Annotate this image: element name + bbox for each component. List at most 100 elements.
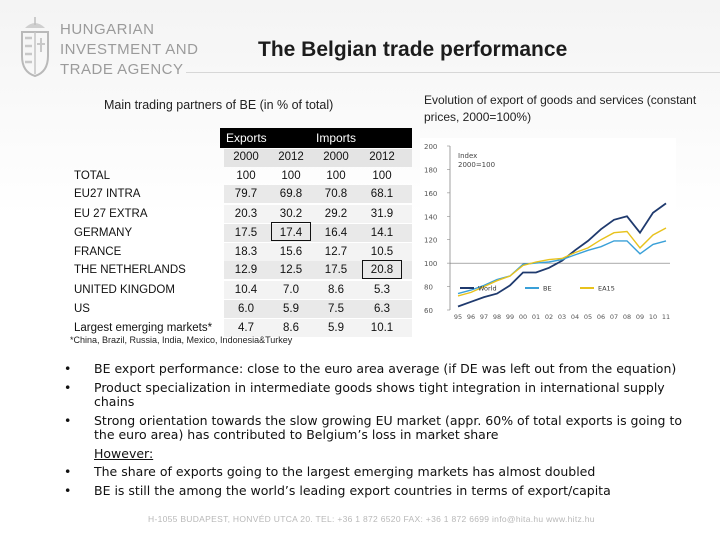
y-tick-label: 200 bbox=[424, 143, 437, 151]
x-tick-label: 99 bbox=[506, 313, 514, 321]
bullet-text: BE is still the among the world’s leadin… bbox=[94, 482, 611, 498]
table-cell: 5.9 bbox=[283, 303, 299, 315]
row-label: Largest emerging markets* bbox=[74, 322, 213, 334]
bullet-text: BE export performance: close to the euro… bbox=[94, 361, 677, 376]
table-cell: 10.4 bbox=[234, 284, 258, 296]
bullet-dot: • bbox=[64, 482, 72, 498]
y-tick-label: 160 bbox=[424, 190, 437, 198]
bullet-item: • Strong orientation towards the slow gro… bbox=[64, 412, 704, 443]
table-cell: 14.1 bbox=[370, 227, 394, 239]
table-cell: 17.5 bbox=[324, 264, 348, 276]
table-footnote: *China, Brazil, Russia, India, Mexico, I… bbox=[70, 335, 293, 345]
legend-label: BE bbox=[543, 285, 552, 293]
hita-logo: HUNGARIAN INVESTMENT AND TRADE AGENCY bbox=[18, 14, 208, 80]
table-cell: 31.9 bbox=[370, 208, 394, 220]
row-shade bbox=[224, 319, 412, 337]
table-cell: 100 bbox=[372, 170, 392, 182]
slide-title: The Belgian trade performance bbox=[258, 38, 568, 61]
x-tick-label: 07 bbox=[610, 313, 618, 321]
bullet-item: • BE is still the among the world’s leadi… bbox=[64, 482, 704, 499]
table-cell: 70.8 bbox=[324, 188, 348, 200]
table-cell: 12.7 bbox=[324, 246, 348, 258]
row-label: FRANCE bbox=[74, 246, 122, 258]
table-cell: 20.8 bbox=[370, 264, 394, 276]
highlight-netherlands-import-2012 bbox=[362, 260, 402, 279]
bullet-text: Product specialization in intermediate g… bbox=[94, 379, 665, 409]
hungarian-crest-icon bbox=[21, 17, 49, 78]
x-tick-label: 98 bbox=[493, 313, 501, 321]
chart-index-label-line1: Index bbox=[458, 152, 477, 160]
chart-subtitle: Evolution of export of goods and service… bbox=[424, 93, 697, 124]
table-cell: 10.5 bbox=[370, 246, 394, 258]
legend-label: World bbox=[478, 285, 497, 293]
year-exports-2012: 2012 bbox=[278, 151, 304, 163]
table-cell: 12.5 bbox=[279, 264, 303, 276]
x-tick-label: 00 bbox=[519, 313, 527, 321]
table-cell: 100 bbox=[236, 170, 256, 182]
row-label: THE NETHERLANDS bbox=[74, 264, 186, 276]
row-label: TOTAL bbox=[74, 170, 110, 182]
table-cell: 30.2 bbox=[279, 208, 303, 220]
table-cell: 17.5 bbox=[234, 227, 258, 239]
export-evolution-chart: 60 80 100 120 140 160 180 200 95 96 97 98 99 00 01 02 03… bbox=[420, 138, 676, 322]
bullet-list: • BE export performance: close to the eur… bbox=[64, 361, 704, 499]
bullet-text: However: bbox=[94, 445, 154, 461]
x-tick-label: 95 bbox=[454, 313, 462, 321]
y-tick-label: 180 bbox=[424, 166, 437, 174]
table-cell: 15.6 bbox=[279, 246, 303, 258]
legend-label: EA15 bbox=[598, 285, 615, 293]
table-cell: 29.2 bbox=[324, 208, 348, 220]
row-shade bbox=[224, 243, 412, 261]
x-tick-label: 11 bbox=[662, 313, 670, 321]
row-shade bbox=[224, 185, 412, 203]
bullet-dot: • bbox=[64, 379, 72, 395]
table-cell: 8.6 bbox=[328, 284, 344, 296]
bullet-dot: • bbox=[64, 412, 72, 428]
year-imports-2000: 2000 bbox=[323, 151, 349, 163]
x-tick-label: 08 bbox=[623, 313, 631, 321]
bullet-dot: • bbox=[64, 464, 72, 479]
x-tick-label: 05 bbox=[584, 313, 592, 321]
table-cell: 7.0 bbox=[283, 284, 299, 296]
row-label: UNITED KINGDOM bbox=[74, 284, 175, 296]
row-label: GERMANY bbox=[74, 227, 133, 239]
row-label: EU27 INTRA bbox=[74, 188, 141, 200]
row-shade bbox=[224, 205, 412, 223]
table-cell: 69.8 bbox=[279, 188, 303, 200]
y-tick-label: 140 bbox=[424, 213, 437, 221]
header-imports: Imports bbox=[316, 131, 357, 145]
table-cell: 12.9 bbox=[234, 264, 258, 276]
title-rule bbox=[186, 72, 720, 73]
bullet-item: • Product specialization in intermediate … bbox=[64, 379, 704, 410]
table-cell: 6.0 bbox=[238, 303, 254, 315]
y-tick-label: 120 bbox=[424, 237, 437, 245]
chart-background bbox=[420, 138, 676, 322]
row-label: US bbox=[74, 303, 90, 315]
x-tick-label: 04 bbox=[571, 313, 579, 321]
table-header-bar bbox=[220, 128, 412, 148]
table-cell: 4.7 bbox=[238, 322, 254, 334]
x-tick-label: 09 bbox=[636, 313, 644, 321]
footer-contact: H-1055 BUDAPEST, HONVÉD UTCA 20. TEL: +3… bbox=[148, 514, 595, 524]
logo-line-1: HUNGARIAN bbox=[60, 21, 155, 38]
series-line-be bbox=[457, 240, 667, 295]
y-tick-label: 80 bbox=[424, 284, 433, 292]
logo-line-3: TRADE AGENCY bbox=[60, 61, 184, 78]
table-cell: 68.1 bbox=[370, 188, 394, 200]
table-cell: 79.7 bbox=[234, 188, 258, 200]
agency-name: HUNGARIAN INVESTMENT AND TRADE AGENCY bbox=[60, 20, 198, 80]
row-shade bbox=[224, 281, 412, 299]
table-cell: 6.3 bbox=[374, 303, 390, 315]
table-cell: 100 bbox=[281, 170, 301, 182]
series-line-ea15 bbox=[457, 227, 667, 297]
x-tick-label: 02 bbox=[545, 313, 553, 321]
bullet-item: • The share of exports going to the large… bbox=[64, 464, 704, 480]
y-tick-label: 100 bbox=[424, 260, 437, 268]
bullet-item: • BE export performance: close to the eur… bbox=[64, 361, 704, 377]
year-imports-2012: 2012 bbox=[369, 151, 395, 163]
table-cell: 16.4 bbox=[324, 227, 348, 239]
x-tick-label: 10 bbox=[649, 313, 657, 321]
table-cell: 5.3 bbox=[374, 284, 390, 296]
table-cell: 7.5 bbox=[328, 303, 344, 315]
x-tick-label: 96 bbox=[467, 313, 475, 321]
